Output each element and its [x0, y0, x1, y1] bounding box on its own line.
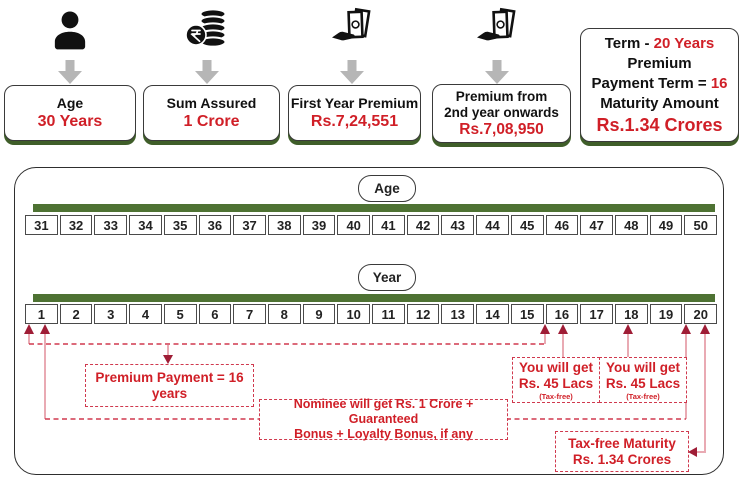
premium-payment-note: Premium Payment = 16 years	[85, 364, 254, 407]
year-cell: 3	[94, 304, 128, 324]
nominee-benefit-note: Nominee will get Rs. 1 Crore + Guarantee…	[259, 397, 508, 441]
renewal-premium-title-line1: Premium from	[455, 88, 548, 104]
down-arrow-icon	[340, 60, 364, 84]
first-year-premium-value: Rs.7,24,551	[310, 113, 399, 130]
payment-term-value: 16	[710, 75, 728, 92]
sum-assured-card-title: Sum Assured	[166, 95, 257, 111]
age-cell: 38	[267, 215, 301, 235]
maturity-note-line2: Rs. 1.34 Crores	[572, 451, 672, 467]
age-axis-label: Age	[358, 175, 416, 202]
sum-assured-card: Sum Assured 1 Crore	[143, 85, 280, 141]
year-cell: 8	[267, 304, 301, 324]
year-cell: 12	[406, 304, 440, 324]
term-value: 20 Years	[653, 35, 715, 52]
year-cell: 17	[580, 304, 613, 324]
age-cell: 35	[163, 215, 197, 235]
age-cell: 49	[649, 215, 683, 235]
down-arrow-icon	[485, 60, 509, 84]
year-cell: 7	[233, 304, 266, 324]
age-cells-row: 31 32 33 34 35 36 37 38 39 40 41 42 43 44 45 46 47 48 49 50	[25, 215, 718, 235]
age-axis-label-text: Age	[374, 181, 400, 196]
age-cell: 46	[545, 215, 579, 235]
payout-year16-line1: You will get	[519, 359, 593, 375]
age-cell: 37	[233, 215, 266, 235]
year-cell: 13	[441, 304, 475, 324]
age-cell: 44	[476, 215, 509, 235]
year-axis-label: Year	[358, 264, 416, 291]
age-cell: 48	[614, 215, 648, 235]
year-cells-row: 1 2 3 4 5 6 7 8 9 10 11 12 13 14 15 16 17 18 19 20	[25, 304, 718, 324]
year-green-bar	[33, 294, 715, 302]
year-axis-label-text: Year	[372, 270, 402, 285]
renewal-premium-card: Premium from 2nd year onwards Rs.7,08,95…	[432, 84, 571, 143]
first-year-premium-title: First Year Premium	[290, 95, 419, 111]
year-cell: 11	[372, 304, 405, 324]
payout-year18-line1: You will get	[606, 359, 680, 375]
year-cell: 19	[649, 304, 683, 324]
payout-year18-note: You will get Rs. 45 Lacs (Tax-free)	[599, 357, 687, 403]
age-green-bar	[33, 204, 715, 212]
term-line: Term - 20 Years	[605, 34, 715, 54]
first-year-premium-card: First Year Premium Rs.7,24,551	[288, 85, 421, 141]
year-cell: 1	[25, 304, 58, 324]
payout-year16-line2: Rs. 45 Lacs	[518, 375, 594, 391]
down-arrow-icon	[195, 60, 219, 84]
year-cell: 20	[684, 304, 718, 324]
nominee-benefit-line2: Bonus + Loyalty Bonus, if any	[294, 427, 473, 441]
payout-year18-line2: Rs. 45 Lacs	[605, 375, 681, 391]
age-cell: 47	[580, 215, 613, 235]
age-card: Age 30 Years	[4, 85, 136, 141]
rupee-coins-icon	[185, 8, 227, 48]
premium-word: Premium	[627, 55, 692, 72]
age-cell: 40	[337, 215, 371, 235]
cash-payment-icon	[332, 7, 371, 41]
year-cell: 14	[476, 304, 509, 324]
age-card-value: 30 Years	[37, 113, 103, 130]
year-cell: 10	[337, 304, 371, 324]
payment-term-label: Payment Term =	[591, 75, 707, 92]
sum-assured-card-value: 1 Crore	[183, 113, 240, 130]
age-cell: 39	[302, 215, 336, 235]
year-cell: 16	[545, 304, 579, 324]
maturity-note-line1: Tax-free Maturity	[568, 435, 676, 451]
age-cell: 32	[59, 215, 93, 235]
age-cell: 31	[25, 215, 58, 235]
cash-payment-icon	[477, 7, 516, 41]
age-cell: 36	[198, 215, 232, 235]
age-cell: 33	[94, 215, 128, 235]
person-icon	[54, 11, 86, 50]
renewal-premium-title-line2: 2nd year onwards	[444, 104, 559, 120]
term-summary-card: Term - 20 Years Premium Payment Term = 1…	[580, 28, 739, 142]
maturity-amount-label: Maturity Amount	[600, 95, 719, 112]
year-cell: 15	[510, 304, 544, 324]
nominee-benefit-line1: Nominee will get Rs. 1 Crore + Guarantee…	[293, 397, 474, 426]
premium-payment-note-text: Premium Payment = 16 years	[95, 369, 244, 401]
age-card-title: Age	[56, 95, 84, 111]
term-label: Term -	[604, 35, 650, 52]
payout-year16-line3: (Tax-free)	[539, 391, 573, 401]
payout-year18-line3: (Tax-free)	[626, 391, 660, 401]
year-cell: 5	[163, 304, 197, 324]
age-cell: 41	[372, 215, 405, 235]
age-cell: 45	[510, 215, 544, 235]
payment-term-line: Payment Term = 16	[591, 74, 727, 94]
age-cell: 42	[406, 215, 440, 235]
renewal-premium-value: Rs.7,08,950	[459, 120, 544, 138]
payout-year16-note: You will get Rs. 45 Lacs (Tax-free)	[512, 357, 600, 403]
year-cell: 4	[129, 304, 162, 324]
down-arrow-icon	[58, 60, 82, 84]
age-cell: 43	[441, 215, 475, 235]
maturity-note: Tax-free Maturity Rs. 1.34 Crores	[555, 431, 689, 472]
age-cell: 34	[129, 215, 162, 235]
year-cell: 6	[198, 304, 232, 324]
maturity-amount-value: Rs.1.34 Crores	[596, 115, 723, 135]
year-cell: 2	[59, 304, 93, 324]
year-cell: 18	[614, 304, 648, 324]
age-cell: 50	[684, 215, 718, 235]
year-cell: 9	[302, 304, 336, 324]
